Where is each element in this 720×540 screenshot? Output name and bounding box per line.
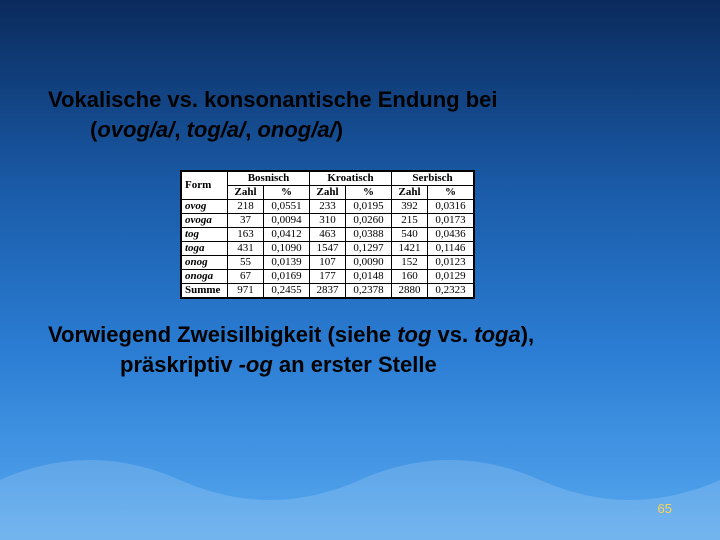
table-row: onoga670,01691770,01481600,0129 bbox=[182, 270, 474, 284]
th-form: Form bbox=[182, 172, 228, 200]
body-l1-a: Vorwiegend Zweisilbigkeit (siehe bbox=[48, 322, 397, 347]
body-l2-it: -og bbox=[239, 352, 273, 377]
cell-k-z: 463 bbox=[310, 228, 346, 242]
cell-b-z: 163 bbox=[228, 228, 264, 242]
heading-term-2: tog/a/ bbox=[187, 117, 246, 142]
cell-sum-s-z: 2880 bbox=[392, 284, 428, 298]
table-row: toga4310,109015470,129714210,1146 bbox=[182, 242, 474, 256]
cell-sum-k-p: 0,2378 bbox=[346, 284, 392, 298]
cell-k-z: 177 bbox=[310, 270, 346, 284]
cell-k-p: 0,0260 bbox=[346, 214, 392, 228]
cell-sum-b-z: 971 bbox=[228, 284, 264, 298]
cell-k-p: 0,0195 bbox=[346, 200, 392, 214]
data-table: Form Bosnisch Kroatisch Serbisch Zahl % … bbox=[181, 171, 474, 298]
cell-b-z: 67 bbox=[228, 270, 264, 284]
cell-b-z: 55 bbox=[228, 256, 264, 270]
cell-k-p: 0,0388 bbox=[346, 228, 392, 242]
body-l1-it2: toga bbox=[474, 322, 520, 347]
cell-s-z: 160 bbox=[392, 270, 428, 284]
cell-form: onoga bbox=[182, 270, 228, 284]
th-bosnisch: Bosnisch bbox=[228, 172, 310, 186]
cell-b-p: 0,0169 bbox=[264, 270, 310, 284]
table-row: onog550,01391070,00901520,0123 bbox=[182, 256, 474, 270]
cell-s-p: 0,0436 bbox=[428, 228, 474, 242]
th-b-pct: % bbox=[264, 186, 310, 200]
body-l1-it1: tog bbox=[397, 322, 431, 347]
cell-b-p: 0,0551 bbox=[264, 200, 310, 214]
cell-s-p: 0,0173 bbox=[428, 214, 474, 228]
cell-sum-s-p: 0,2323 bbox=[428, 284, 474, 298]
cell-s-z: 392 bbox=[392, 200, 428, 214]
th-k-pct: % bbox=[346, 186, 392, 200]
heading-sep-2: , bbox=[245, 117, 257, 142]
body-text: Vorwiegend Zweisilbigkeit (siehe tog vs.… bbox=[48, 320, 680, 379]
cell-k-p: 0,0090 bbox=[346, 256, 392, 270]
cell-s-p: 0,0123 bbox=[428, 256, 474, 270]
cell-sum-label: Summe bbox=[182, 284, 228, 298]
cell-k-z: 107 bbox=[310, 256, 346, 270]
cell-b-z: 431 bbox=[228, 242, 264, 256]
heading-sep-1: , bbox=[174, 117, 186, 142]
cell-form: ovog bbox=[182, 200, 228, 214]
cell-s-p: 0,0316 bbox=[428, 200, 474, 214]
cell-k-p: 0,1297 bbox=[346, 242, 392, 256]
heading-term-1: ovog/a/ bbox=[97, 117, 174, 142]
table-row: ovoga370,00943100,02602150,0173 bbox=[182, 214, 474, 228]
cell-b-p: 0,1090 bbox=[264, 242, 310, 256]
cell-sum-b-p: 0,2455 bbox=[264, 284, 310, 298]
cell-k-z: 1547 bbox=[310, 242, 346, 256]
body-l2-a: präskriptiv bbox=[120, 352, 239, 377]
cell-b-z: 37 bbox=[228, 214, 264, 228]
heading-term-3: onog/a/ bbox=[257, 117, 335, 142]
data-table-wrap: Form Bosnisch Kroatisch Serbisch Zahl % … bbox=[180, 170, 475, 299]
heading-block: Vokalische vs. konsonantische Endung bei… bbox=[48, 85, 672, 144]
heading-paren-close: ) bbox=[336, 117, 343, 142]
body-l1-b: vs. bbox=[431, 322, 474, 347]
th-serbisch: Serbisch bbox=[392, 172, 474, 186]
heading-line1: Vokalische vs. konsonantische Endung bei bbox=[48, 87, 498, 112]
page-number: 65 bbox=[658, 501, 672, 516]
body-l2-b: an erster Stelle bbox=[273, 352, 437, 377]
cell-s-z: 540 bbox=[392, 228, 428, 242]
cell-b-p: 0,0412 bbox=[264, 228, 310, 242]
cell-b-p: 0,0139 bbox=[264, 256, 310, 270]
table-row-sum: Summe9710,245528370,237828800,2323 bbox=[182, 284, 474, 298]
cell-b-z: 218 bbox=[228, 200, 264, 214]
th-s-zahl: Zahl bbox=[392, 186, 428, 200]
cell-form: onog bbox=[182, 256, 228, 270]
cell-s-p: 0,1146 bbox=[428, 242, 474, 256]
table-row: ovog2180,05512330,01953920,0316 bbox=[182, 200, 474, 214]
cell-k-z: 233 bbox=[310, 200, 346, 214]
cell-form: toga bbox=[182, 242, 228, 256]
cell-k-p: 0,0148 bbox=[346, 270, 392, 284]
th-kroatisch: Kroatisch bbox=[310, 172, 392, 186]
body-l1-c: ), bbox=[521, 322, 534, 347]
cell-s-p: 0,0129 bbox=[428, 270, 474, 284]
cell-sum-k-z: 2837 bbox=[310, 284, 346, 298]
cell-s-z: 1421 bbox=[392, 242, 428, 256]
cell-s-z: 152 bbox=[392, 256, 428, 270]
table-row: tog1630,04124630,03885400,0436 bbox=[182, 228, 474, 242]
cell-b-p: 0,0094 bbox=[264, 214, 310, 228]
th-b-zahl: Zahl bbox=[228, 186, 264, 200]
cell-form: ovoga bbox=[182, 214, 228, 228]
cell-k-z: 310 bbox=[310, 214, 346, 228]
decorative-waves bbox=[0, 420, 720, 540]
th-k-zahl: Zahl bbox=[310, 186, 346, 200]
cell-form: tog bbox=[182, 228, 228, 242]
cell-s-z: 215 bbox=[392, 214, 428, 228]
th-s-pct: % bbox=[428, 186, 474, 200]
